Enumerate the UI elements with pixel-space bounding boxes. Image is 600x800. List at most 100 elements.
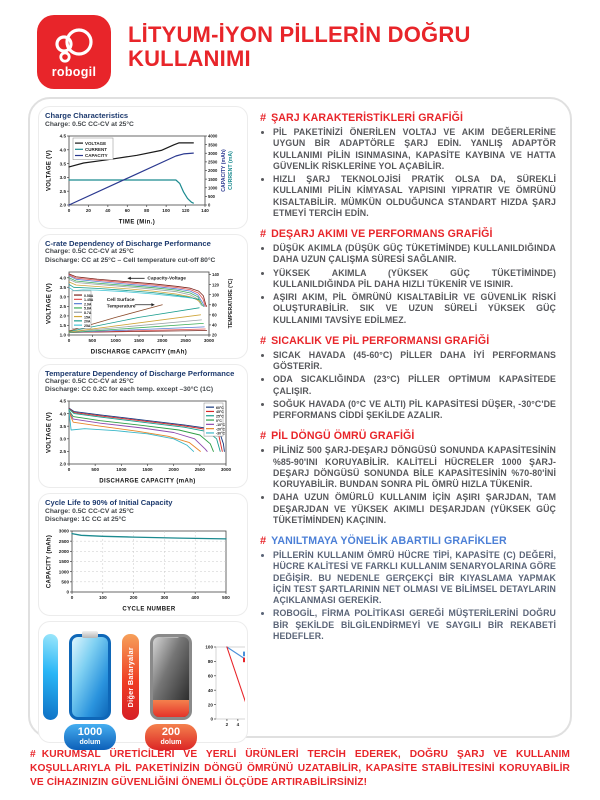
svg-text:3.0: 3.0 [60, 294, 67, 299]
section-cycle-life: # PİL DÖNGÜ ÖMRÜ GRAFİĞİ PİLİNİZ 500 ŞAR… [260, 430, 556, 526]
svg-text:40: 40 [212, 322, 217, 327]
svg-text:80: 80 [212, 302, 217, 307]
svg-text:100: 100 [99, 595, 107, 600]
section-misleading-graphs: # YANILTMAYA YÖNELİK ABARTILI GRAFİKLER … [260, 535, 556, 642]
svg-text:100: 100 [205, 645, 213, 650]
svg-text:-20°C: -20°C [216, 428, 225, 432]
svg-text:140: 140 [212, 272, 220, 277]
svg-text:20: 20 [86, 208, 92, 213]
robogil-logo-icon [55, 28, 93, 63]
good-battery: 1000 dolum [64, 631, 116, 751]
bullet-item: SICAK HAVADA (45-60°C) PİLLER DAHA İYİ P… [273, 350, 556, 373]
svg-text:3000: 3000 [59, 529, 70, 534]
text-column: # ŞARJ KARAKTERİSTİKLERİ GRAFİĞİ PİL PAK… [256, 106, 562, 729]
section-heading: # SICAKLIK VE PİL PERFORMANSI GRAFİĞİ [260, 335, 556, 347]
chart-subtitle: Discharge: CC at 25°C – Cell temperature… [45, 256, 216, 264]
svg-text:60: 60 [208, 674, 214, 679]
section-heading: # YANILTMAYA YÖNELİK ABARTILI GRAFİKLER [260, 535, 556, 547]
section-title: ŞARJ KARAKTERİSTİKLERİ GRAFİĞİ [271, 112, 464, 124]
hash-marker: # [260, 112, 267, 124]
bullet-list: DÜŞÜK AKIMLA (DÜŞÜK GÜÇ TÜKETİMİNDE) KUL… [273, 243, 556, 326]
good-battery-capsule [43, 634, 58, 721]
svg-text:2000: 2000 [59, 549, 70, 554]
badge-unit: dolum [79, 739, 101, 747]
svg-text:1500: 1500 [142, 468, 153, 473]
svg-text:500: 500 [208, 194, 216, 199]
bullet-item: DAHA UZUN ÖMÜRLÜ KULLANIM İÇİN AŞIRI ŞAR… [273, 492, 556, 526]
svg-text:2500: 2500 [59, 539, 70, 544]
chart-title: Temperature Dependency of Discharge Perf… [45, 368, 235, 378]
svg-text:25°C: 25°C [216, 415, 224, 419]
footer-text: KURUMSAL ÜRETİCİLERİ VE YERLİ ÜRÜNLERİ T… [30, 749, 570, 788]
svg-text:200: 200 [130, 595, 138, 600]
svg-text:120: 120 [182, 208, 190, 213]
bullet-item: YÜKSEK AKIMLA (YÜKSEK GÜÇ TÜKETİMİNDE) K… [273, 268, 556, 291]
bullet-item: PİL PAKETİNİZİ ÖNERİLEN VOLTAJ VE AKIM D… [273, 127, 556, 172]
other-batteries-label: Diğer Bataryalar [126, 646, 135, 708]
svg-text:3.0: 3.0 [60, 437, 67, 442]
svg-text:CAPACITY: CAPACITY [85, 153, 108, 158]
svg-text:2.5: 2.5 [60, 189, 67, 194]
svg-text:2000: 2000 [208, 168, 218, 173]
chart-card-charge-characteristics: Charge Characteristics Charge: 0.5C CC-C… [38, 106, 248, 229]
svg-text:500: 500 [91, 468, 99, 473]
svg-text:60: 60 [212, 312, 217, 317]
section-temperature-performance: # SICAKLIK VE PİL PERFORMANSI GRAFİĞİ SI… [260, 335, 556, 422]
svg-text:1500: 1500 [59, 559, 70, 564]
svg-text:1.5: 1.5 [60, 323, 67, 328]
other-battery-capsule: Diğer Bataryalar [122, 634, 139, 721]
svg-text:VOLTAGE (V): VOLTAGE (V) [47, 412, 53, 453]
svg-text:Cell Surface: Cell Surface [107, 297, 135, 303]
badge-value: 200 [161, 726, 181, 739]
svg-text:3.5: 3.5 [60, 424, 67, 429]
chart-card-temperature-discharge: Temperature Dependency of Discharge Perf… [38, 363, 248, 489]
page-title: LİTYUM-İYON PİLLERİN DOĞRU KULLANIMI [128, 22, 471, 71]
other-battery: 200 dolum [145, 634, 197, 751]
chart-card-cycle-life: Cycle Life to 90% of Initial Capacity Ch… [38, 493, 248, 617]
svg-text:3.5: 3.5 [60, 161, 67, 166]
svg-text:2500: 2500 [181, 338, 192, 343]
svg-text:1000: 1000 [208, 185, 218, 190]
svg-text:0: 0 [68, 208, 71, 213]
svg-text:CAPACITY (mAh): CAPACITY (mAh) [47, 535, 53, 588]
svg-text:25A: 25A [84, 323, 91, 327]
battery-cap [163, 637, 179, 639]
svg-text:2000: 2000 [157, 338, 168, 343]
hash-marker: # [260, 334, 267, 347]
temperature-discharge-chart: 0 500 1000 1500 2000 2500 3000 2.0 2.5 3.0 3.5 4.0 4… [47, 399, 232, 485]
svg-text:140: 140 [201, 208, 209, 213]
badge-value: 1000 [77, 726, 103, 739]
svg-text:1500: 1500 [134, 338, 145, 343]
svg-text:TIME (Min.): TIME (Min.) [119, 219, 155, 225]
svg-text:2: 2 [226, 722, 229, 727]
logo-wordmark: robogil [51, 65, 97, 79]
section-title: SICAKLIK VE PİL PERFORMANSI GRAFİĞİ [271, 334, 490, 347]
svg-text:80: 80 [144, 208, 150, 213]
bullet-item: AŞIRI AKIM, PİL ÖMRÜNÜ KISALTABİLİR VE G… [273, 292, 556, 326]
svg-text:120: 120 [212, 282, 220, 287]
bullet-item: ROBOGİL, FİRMA POLİTİKASI GEREĞİ MÜŞTERİ… [273, 608, 556, 642]
title-line-1: LİTYUM-İYON PİLLERİN DOĞRU [128, 22, 471, 47]
svg-text:2.0: 2.0 [60, 202, 67, 207]
chart-subtitle: Charge: 0.5C CC-CV at 25°C [45, 378, 134, 386]
section-title: DEŞARJ AKIMI VE PERFORMANS GRAFİĞİ [271, 228, 493, 240]
bullet-list: SICAK HAVADA (45-60°C) PİLLER DAHA İYİ P… [273, 350, 556, 422]
svg-text:45°C: 45°C [216, 410, 224, 414]
content-card: Charge Characteristics Charge: 0.5C CC-C… [28, 97, 572, 751]
svg-text:40: 40 [105, 208, 111, 213]
svg-text:3.0: 3.0 [60, 175, 67, 180]
section-heading: # DEŞARJ AKIMI VE PERFORMANS GRAFİĞİ [260, 228, 556, 240]
exaggerated-comparison-chart: 24681012020406080100Diğer Bataryalar [205, 645, 245, 727]
svg-text:3000: 3000 [221, 468, 232, 473]
bullet-item: SOĞUK HAVADA (0°C VE ALTI) PİL KAPASİTES… [273, 399, 556, 422]
good-battery-illustration [69, 631, 111, 721]
svg-text:5.8A: 5.8A [84, 306, 92, 310]
section-title: PİL DÖNGÜ ÖMRÜ GRAFİĞİ [271, 430, 415, 443]
svg-text:400: 400 [191, 595, 199, 600]
svg-text:1.0: 1.0 [60, 332, 67, 337]
chart-subtitle: Charge: 0.5C CC-CV at 25°C [45, 508, 134, 516]
section-heading: # ŞARJ KARAKTERİSTİKLERİ GRAFİĞİ [260, 112, 556, 124]
svg-text:2000: 2000 [169, 468, 180, 473]
hash-marker: # [30, 749, 36, 760]
